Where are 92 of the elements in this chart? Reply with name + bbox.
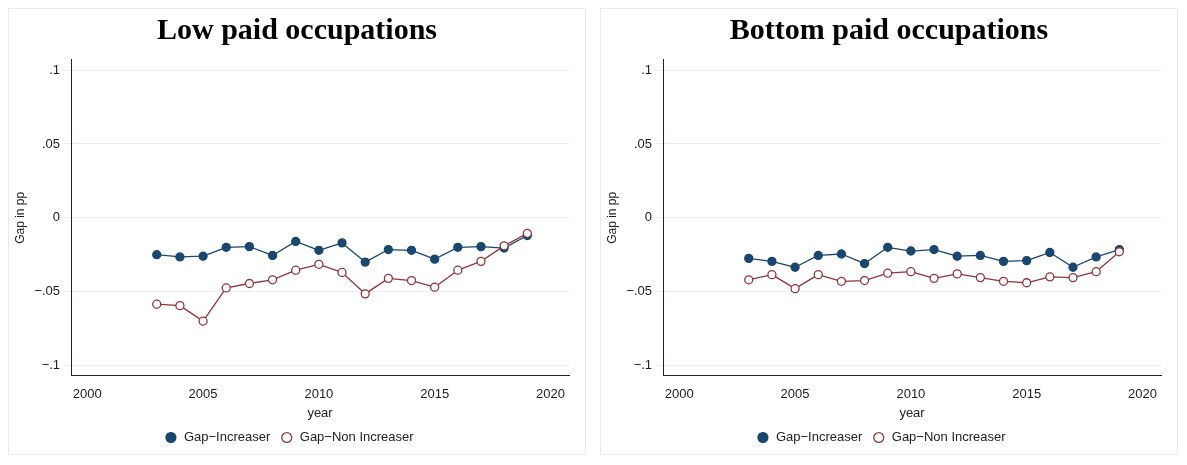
point bbox=[813, 250, 823, 261]
legend-label: Gap−Non Increaser bbox=[891, 429, 1007, 445]
x-tick-label: 2005 bbox=[188, 386, 218, 402]
point bbox=[744, 253, 754, 264]
point bbox=[175, 301, 185, 311]
y-tick-label: −.1 bbox=[41, 357, 61, 373]
point bbox=[314, 259, 324, 269]
point bbox=[476, 241, 486, 252]
legend-label: Gap−Non Increaser bbox=[299, 429, 415, 445]
point bbox=[1091, 267, 1101, 277]
x-tick-label: 2000 bbox=[72, 386, 102, 402]
point bbox=[1091, 252, 1101, 262]
point bbox=[1068, 272, 1078, 283]
point bbox=[859, 258, 870, 269]
point bbox=[883, 268, 893, 278]
y-tick-label: .05 bbox=[633, 135, 653, 151]
x-tick-label: 2015 bbox=[420, 386, 450, 402]
y-tick-label: .1 bbox=[641, 61, 653, 77]
point bbox=[929, 244, 939, 255]
point bbox=[836, 249, 847, 259]
point bbox=[406, 245, 417, 255]
x-tick-label: 2020 bbox=[536, 386, 565, 402]
y-tick-label: .05 bbox=[41, 135, 61, 151]
point bbox=[267, 275, 278, 285]
chart-title: Bottom paid occupations bbox=[728, 11, 1050, 47]
point bbox=[430, 282, 440, 292]
point bbox=[267, 250, 278, 261]
point bbox=[244, 278, 255, 289]
point bbox=[453, 265, 463, 275]
point bbox=[767, 256, 777, 267]
point bbox=[1045, 247, 1055, 258]
point bbox=[360, 257, 370, 267]
x-tick-label: 2015 bbox=[1012, 386, 1042, 402]
point bbox=[430, 254, 440, 264]
point bbox=[859, 275, 870, 286]
point bbox=[383, 273, 393, 283]
point bbox=[998, 276, 1009, 286]
x-tick-label: 2005 bbox=[780, 386, 810, 402]
point bbox=[198, 251, 208, 261]
point bbox=[975, 272, 985, 283]
point bbox=[244, 241, 255, 252]
point bbox=[360, 289, 370, 299]
point bbox=[998, 256, 1009, 267]
point bbox=[883, 242, 893, 252]
point bbox=[383, 244, 393, 255]
point bbox=[152, 299, 162, 309]
point bbox=[952, 251, 962, 261]
x-axis-title: year bbox=[899, 404, 926, 420]
point bbox=[906, 267, 916, 277]
x-tick-label: 2020 bbox=[1128, 386, 1157, 402]
y-tick-label: −.05 bbox=[34, 283, 61, 299]
y-tick-label: 0 bbox=[644, 209, 653, 225]
point bbox=[744, 275, 754, 285]
point bbox=[221, 283, 231, 293]
point bbox=[767, 270, 777, 280]
point bbox=[337, 238, 347, 248]
point bbox=[337, 267, 347, 278]
point bbox=[790, 262, 800, 272]
point bbox=[906, 246, 916, 256]
point bbox=[836, 276, 847, 286]
point bbox=[291, 265, 301, 275]
point bbox=[1068, 262, 1078, 272]
point bbox=[790, 284, 800, 294]
y-tick-label: 0 bbox=[52, 209, 61, 225]
y-axis-title: Gap in pp bbox=[604, 191, 619, 244]
legend-label: Gap−Increaser bbox=[183, 429, 271, 445]
point bbox=[1022, 278, 1032, 288]
point bbox=[975, 250, 985, 261]
x-tick-label: 2010 bbox=[304, 386, 334, 402]
point bbox=[476, 256, 486, 267]
point bbox=[291, 236, 301, 247]
y-tick-label: −.05 bbox=[626, 283, 653, 299]
y-tick-label: .1 bbox=[49, 61, 61, 77]
point bbox=[1045, 272, 1055, 282]
x-tick-label: 2000 bbox=[664, 386, 694, 402]
point bbox=[1022, 255, 1032, 266]
point bbox=[175, 252, 185, 262]
point bbox=[152, 250, 162, 260]
point bbox=[813, 270, 823, 280]
chart-title: Low paid occupations bbox=[155, 11, 439, 47]
x-tick-label: 2010 bbox=[896, 386, 926, 402]
point bbox=[314, 245, 324, 255]
point bbox=[221, 242, 231, 252]
point bbox=[929, 273, 939, 283]
point bbox=[406, 275, 417, 286]
legend-label: Gap−Increaser bbox=[775, 429, 863, 445]
y-axis-title: Gap in pp bbox=[12, 191, 27, 244]
point bbox=[198, 316, 208, 326]
point bbox=[453, 242, 463, 252]
y-tick-label: −.1 bbox=[633, 357, 653, 373]
point bbox=[952, 269, 962, 279]
x-axis-title: year bbox=[307, 404, 334, 420]
